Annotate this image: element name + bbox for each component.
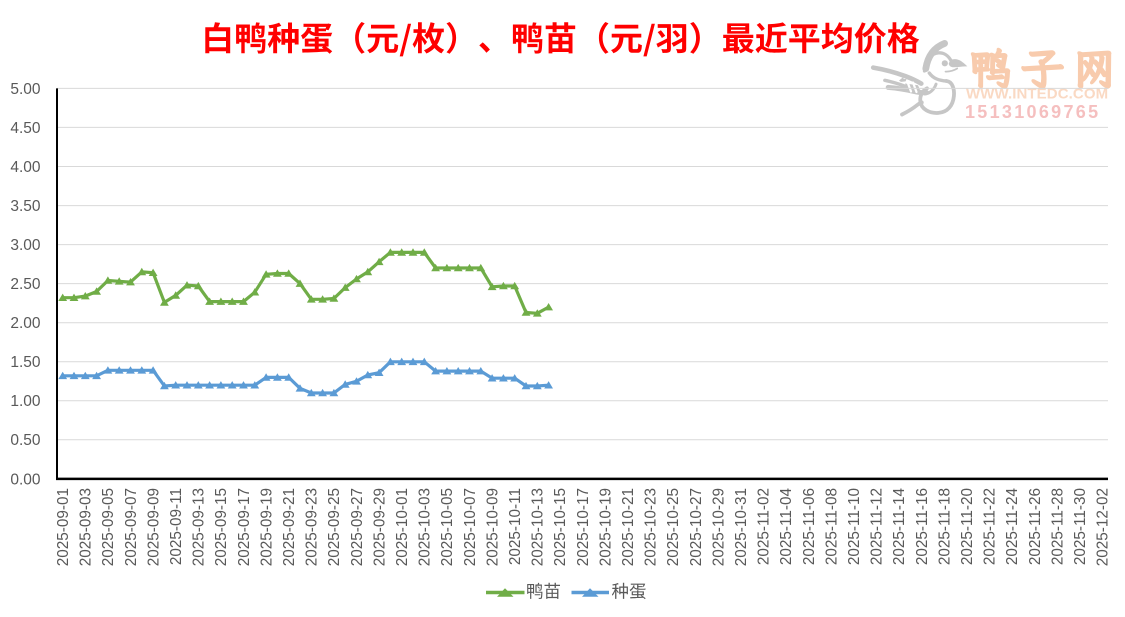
svg-text:2025-10-31: 2025-10-31 (733, 488, 750, 566)
svg-text:2025-09-13: 2025-09-13 (191, 488, 208, 566)
svg-text:2025-11-16: 2025-11-16 (914, 488, 931, 565)
svg-text:2025-10-03: 2025-10-03 (417, 488, 434, 566)
svg-text:2025-09-15: 2025-09-15 (213, 488, 230, 566)
svg-text:2025-11-18: 2025-11-18 (936, 488, 953, 565)
svg-text:2025-10-09: 2025-10-09 (484, 488, 501, 566)
svg-text:2025-10-11: 2025-10-11 (507, 488, 524, 565)
svg-text:2025-11-06: 2025-11-06 (801, 488, 818, 565)
svg-text:2025-09-25: 2025-09-25 (326, 488, 343, 566)
svg-text:2025-10-29: 2025-10-29 (710, 488, 727, 566)
svg-text:4.50: 4.50 (10, 120, 41, 137)
svg-text:2025-11-12: 2025-11-12 (869, 488, 886, 565)
svg-text:2025-09-23: 2025-09-23 (304, 488, 321, 566)
svg-text:0.50: 0.50 (10, 432, 41, 449)
svg-text:2025-10-07: 2025-10-07 (462, 488, 479, 566)
svg-text:2.00: 2.00 (10, 315, 41, 332)
svg-text:0.00: 0.00 (10, 471, 41, 488)
svg-text:2025-09-03: 2025-09-03 (78, 488, 95, 566)
svg-text:WWW.INTEDC.COM: WWW.INTEDC.COM (966, 86, 1108, 103)
svg-text:2025-09-09: 2025-09-09 (145, 488, 162, 566)
svg-text:2025-10-19: 2025-10-19 (597, 488, 614, 566)
svg-text:2025-09-17: 2025-09-17 (236, 488, 253, 566)
svg-text:1.00: 1.00 (10, 393, 41, 410)
svg-text:2025-10-05: 2025-10-05 (439, 488, 456, 566)
svg-text:2025-11-02: 2025-11-02 (756, 488, 773, 565)
svg-text:2025-10-15: 2025-10-15 (552, 488, 569, 566)
svg-text:2025-09-07: 2025-09-07 (123, 488, 140, 566)
svg-text:2025-10-27: 2025-10-27 (688, 488, 705, 566)
svg-text:2025-10-17: 2025-10-17 (575, 488, 592, 566)
svg-text:5.00: 5.00 (10, 81, 41, 98)
svg-text:2025-09-29: 2025-09-29 (371, 488, 388, 566)
svg-text:4.00: 4.00 (10, 159, 41, 176)
svg-text:2.50: 2.50 (10, 276, 41, 293)
svg-text:2025-11-14: 2025-11-14 (891, 488, 908, 566)
svg-text:3.00: 3.00 (10, 237, 41, 254)
svg-text:2025-09-27: 2025-09-27 (349, 488, 366, 566)
svg-text:2025-10-01: 2025-10-01 (394, 488, 411, 566)
svg-text:2025-10-23: 2025-10-23 (643, 488, 660, 566)
svg-text:2025-10-21: 2025-10-21 (620, 488, 637, 566)
svg-text:2025-11-22: 2025-11-22 (982, 488, 999, 565)
svg-text:2025-10-13: 2025-10-13 (530, 488, 547, 566)
svg-text:2025-10-25: 2025-10-25 (665, 488, 682, 566)
svg-text:2025-09-21: 2025-09-21 (281, 488, 298, 566)
svg-text:2025-11-10: 2025-11-10 (846, 488, 863, 565)
svg-text:2025-11-26: 2025-11-26 (1027, 488, 1044, 565)
svg-text:1.50: 1.50 (10, 354, 41, 371)
svg-text:2025-11-20: 2025-11-20 (959, 488, 976, 565)
svg-text:2025-11-30: 2025-11-30 (1072, 488, 1089, 565)
svg-text:3.50: 3.50 (10, 198, 41, 215)
svg-text:2025-11-04: 2025-11-04 (778, 488, 795, 566)
svg-text:2025-11-28: 2025-11-28 (1049, 488, 1066, 565)
svg-text:2025-09-05: 2025-09-05 (100, 488, 117, 566)
svg-text:2025-09-11: 2025-09-11 (168, 488, 185, 565)
svg-text:2025-11-08: 2025-11-08 (823, 488, 840, 565)
svg-text:15131069765: 15131069765 (965, 102, 1100, 122)
svg-text:2025-09-19: 2025-09-19 (258, 488, 275, 566)
svg-text:2025-11-24: 2025-11-24 (1004, 488, 1021, 566)
svg-text:2025-12-02: 2025-12-02 (1095, 488, 1112, 566)
svg-text:2025-09-01: 2025-09-01 (55, 488, 72, 566)
